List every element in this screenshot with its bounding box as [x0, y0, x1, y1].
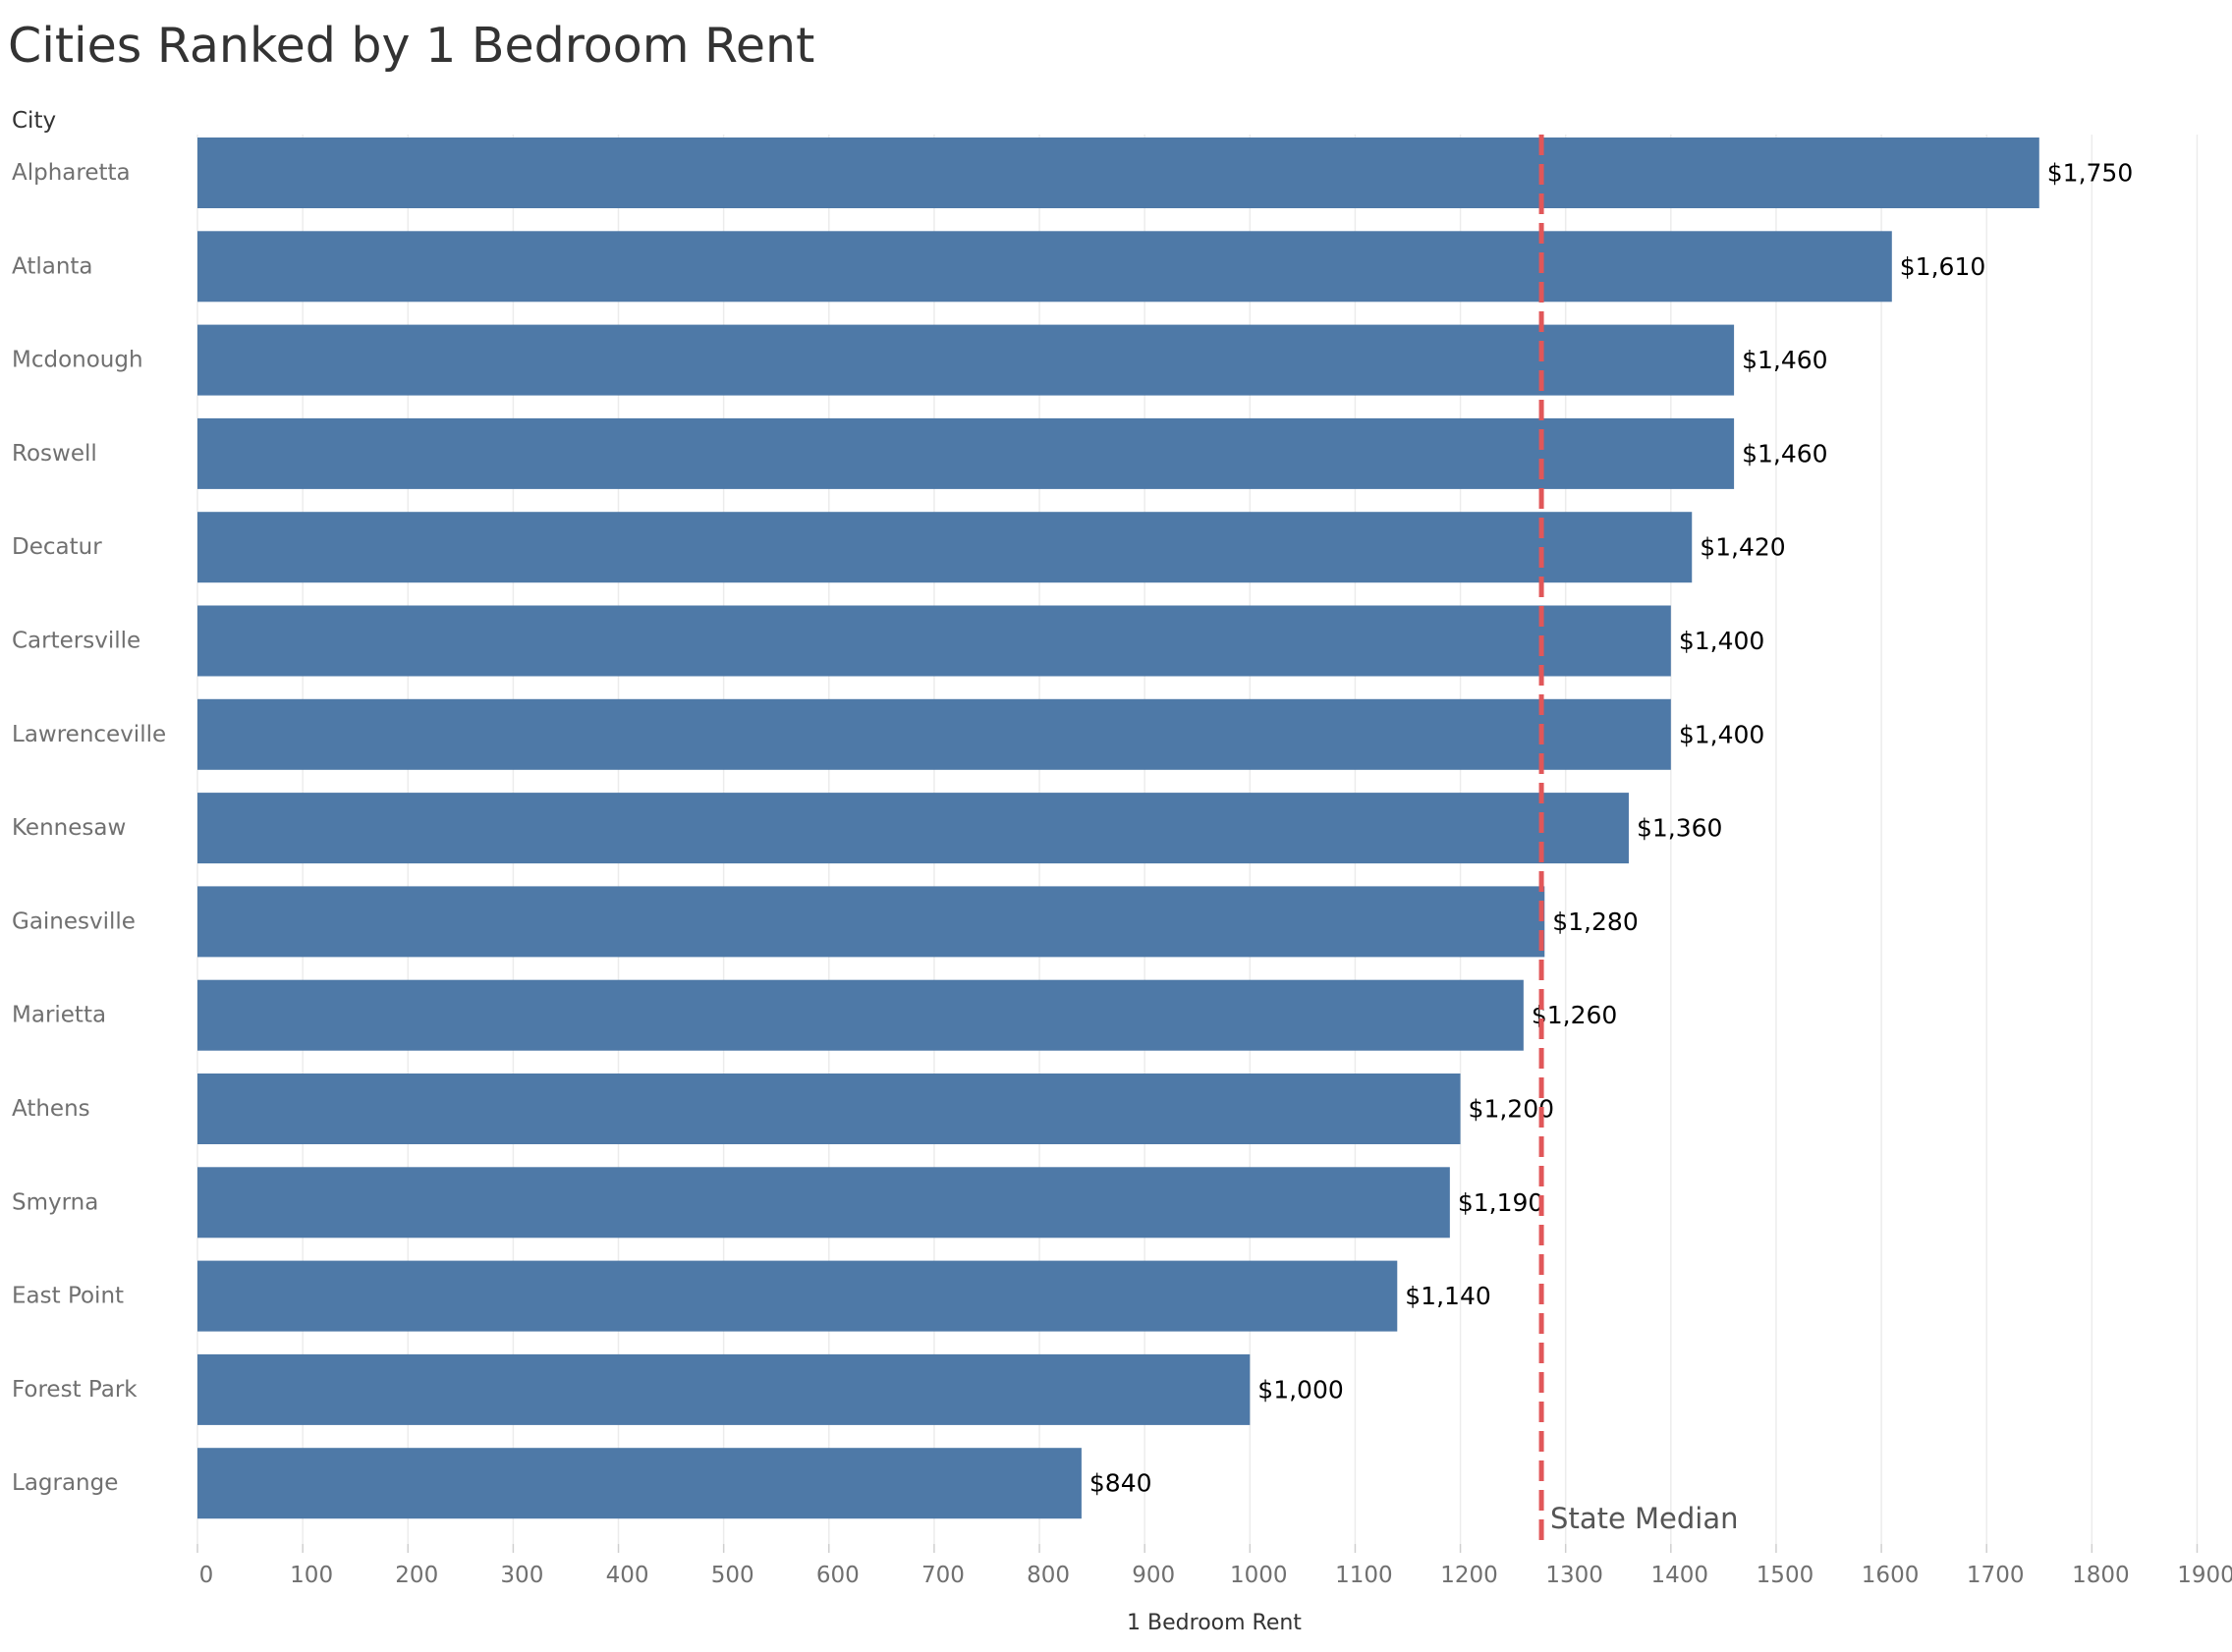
city-label: Forest Park: [12, 1377, 138, 1403]
value-label: $1,400: [1679, 627, 1764, 655]
x-tick-label: 800: [1027, 1563, 1070, 1588]
value-label: $1,400: [1679, 720, 1764, 748]
city-label: Lawrenceville: [12, 722, 166, 747]
x-tick-label: 1400: [1651, 1563, 1709, 1588]
x-axis-ticks: 0 100 200 300 400 500 600 700 800 900 1000 1100 1200…: [196, 1544, 2232, 1588]
bar-east-point: [197, 1260, 1398, 1332]
chart-title: Cities Ranked by 1 Bedroom Rent: [8, 18, 815, 74]
bar-kennesaw: [197, 793, 1629, 864]
value-label: $840: [1089, 1469, 1152, 1498]
x-tick-label: 700: [921, 1563, 965, 1588]
state-median-label: State Median: [1550, 1502, 1738, 1535]
city-label: Mcdonough: [12, 348, 143, 373]
x-tick-label: 1100: [1335, 1563, 1393, 1588]
value-label: $1,360: [1637, 814, 1722, 843]
city-label: Lagrange: [12, 1470, 118, 1496]
value-label: $1,610: [1900, 252, 1985, 281]
city-label: Alpharetta: [12, 160, 131, 186]
city-label: Smyrna: [12, 1189, 98, 1215]
city-label: Kennesaw: [12, 815, 126, 841]
value-label: $1,280: [1552, 908, 1638, 936]
city-label: East Point: [12, 1284, 124, 1309]
x-tick-label: 200: [395, 1563, 438, 1588]
x-tick-label: 900: [1132, 1563, 1175, 1588]
bar-decatur: [197, 512, 1693, 583]
city-label: Decatur: [12, 534, 102, 560]
x-tick-label: 600: [816, 1563, 860, 1588]
value-label: $1,140: [1405, 1282, 1490, 1310]
x-tick-label: 1500: [1757, 1563, 1814, 1588]
bar-lagrange: [197, 1448, 1082, 1519]
value-label: $1,420: [1700, 533, 1785, 562]
bar-forest-park: [197, 1353, 1251, 1425]
x-tick-label: 1200: [1440, 1563, 1498, 1588]
value-label: $1,460: [1742, 439, 1827, 468]
city-label: Marietta: [12, 1003, 106, 1028]
x-tick-label: 1300: [1545, 1563, 1603, 1588]
value-labels: $1,750 $1,610 $1,460 $1,460 $1,420 $1,400 $1,4…: [1089, 159, 2133, 1498]
city-labels: Alpharetta Atlanta Mcdonough Roswell Decatur…: [12, 160, 166, 1496]
y-axis-header: City: [12, 108, 56, 134]
bar-cartersville: [197, 605, 1671, 677]
x-tick-label: 0: [199, 1563, 214, 1588]
x-tick-label: 100: [290, 1563, 333, 1588]
bar-athens: [197, 1074, 1461, 1144]
x-axis-title: 1 Bedroom Rent: [1127, 1611, 1302, 1635]
reference-line-group: State Median: [1538, 135, 1739, 1544]
bar-atlanta: [197, 231, 1892, 303]
city-label: Athens: [12, 1096, 90, 1122]
bar-lawrenceville: [197, 698, 1671, 770]
x-tick-label: 300: [500, 1563, 543, 1588]
value-label: $1,260: [1532, 1001, 1617, 1029]
x-tick-label: 1000: [1230, 1563, 1288, 1588]
x-tick-label: 400: [606, 1563, 649, 1588]
bar-mcdonough: [197, 324, 1735, 396]
value-label: $1,000: [1257, 1375, 1343, 1404]
bar-roswell: [197, 417, 1735, 489]
city-label: Roswell: [12, 441, 97, 467]
x-tick-label: 1700: [1967, 1563, 2025, 1588]
x-tick-label: 1900: [2177, 1563, 2232, 1588]
x-tick-label: 500: [711, 1563, 754, 1588]
city-label: Cartersville: [12, 629, 140, 654]
bar-marietta: [197, 979, 1524, 1051]
x-tick-label: 1800: [2072, 1563, 2130, 1588]
bar-smyrna: [197, 1167, 1450, 1239]
value-label: $1,190: [1458, 1188, 1543, 1217]
x-tick-label: 1600: [1862, 1563, 1920, 1588]
city-label: Atlanta: [12, 253, 93, 279]
city-label: Gainesville: [12, 909, 136, 934]
bars: [197, 138, 2039, 1519]
value-label: $1,750: [2047, 159, 2133, 188]
value-label: $1,460: [1742, 346, 1827, 374]
bar-gainesville: [197, 886, 1545, 958]
bar-alpharetta: [197, 138, 2039, 208]
